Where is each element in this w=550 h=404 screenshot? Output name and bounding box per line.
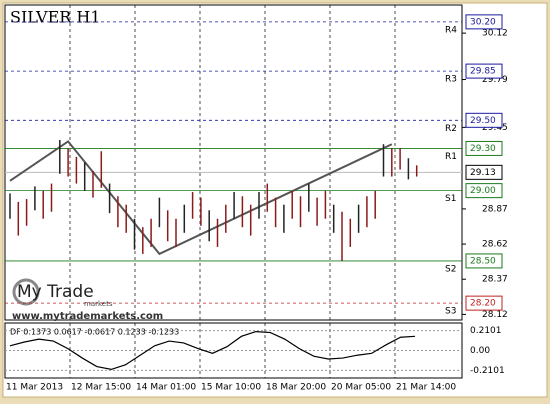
- level-label: 29.00: [470, 186, 496, 196]
- chart-title: SILVER H1: [10, 8, 101, 27]
- x-tick-label: 20 Mar 05:00: [331, 383, 391, 393]
- level-box: [465, 63, 503, 79]
- logo: My Trade markets www.mytrademarkets.com: [8, 276, 163, 322]
- level-box: [465, 253, 503, 269]
- level-box: [465, 295, 503, 311]
- y-tick-label: 28.62: [482, 240, 508, 250]
- x-tick-label: 15 Mar 10:00: [201, 383, 261, 393]
- x-tick-label: 11 Mar 2013: [6, 383, 63, 393]
- level-box: [465, 183, 503, 199]
- osc-tick-label: 0.00: [470, 346, 490, 356]
- level-name: R4: [445, 25, 457, 35]
- y-tick-label: 28.12: [482, 310, 508, 320]
- x-tick-label: 12 Mar 15:00: [71, 383, 131, 393]
- y-tick-label: 29.79: [482, 75, 508, 85]
- level-label: 29.85: [470, 67, 496, 77]
- logo-name: My Trade: [17, 282, 94, 302]
- level-name: R2: [445, 124, 457, 134]
- price-box: [465, 164, 503, 180]
- osc-tick-label: 0.2101: [470, 326, 502, 336]
- level-label: 28.20: [470, 299, 496, 309]
- y-tick-label: 29.45: [482, 123, 508, 133]
- osc-tick-label: -0.2101: [470, 366, 505, 376]
- x-tick-label: 21 Mar 14:00: [396, 383, 456, 393]
- oscillator-label: DF 0.1373 0.0617 -0.0617 0.1233 -0.1233: [10, 328, 179, 337]
- level-label: 30.20: [470, 17, 496, 27]
- level-name: S3: [445, 307, 456, 317]
- y-tick-label: 28.37: [482, 275, 508, 285]
- x-tick-label: 14 Mar 01:00: [136, 383, 196, 393]
- y-tick-label: 28.87: [482, 204, 508, 214]
- logo-icon: [12, 278, 40, 306]
- level-box: [465, 140, 503, 156]
- x-tick-label: 18 Mar 20:00: [266, 383, 326, 393]
- level-name: R3: [445, 75, 457, 85]
- current-price: 29.13: [470, 168, 496, 178]
- level-name: S1: [445, 194, 456, 204]
- level-name: R1: [445, 152, 457, 162]
- price-panel: [4, 4, 463, 321]
- level-label: 29.30: [470, 144, 496, 154]
- oscillator-line: [9, 331, 416, 371]
- logo-sub: markets: [84, 300, 113, 308]
- level-box: [465, 112, 503, 128]
- level-label: 28.50: [470, 256, 496, 266]
- logo-url: www.mytrademarkets.com: [12, 311, 163, 322]
- level-box: [465, 14, 503, 30]
- level-name: S2: [445, 264, 456, 274]
- level-label: 29.50: [470, 116, 496, 126]
- y-tick-label: 30.12: [482, 29, 508, 39]
